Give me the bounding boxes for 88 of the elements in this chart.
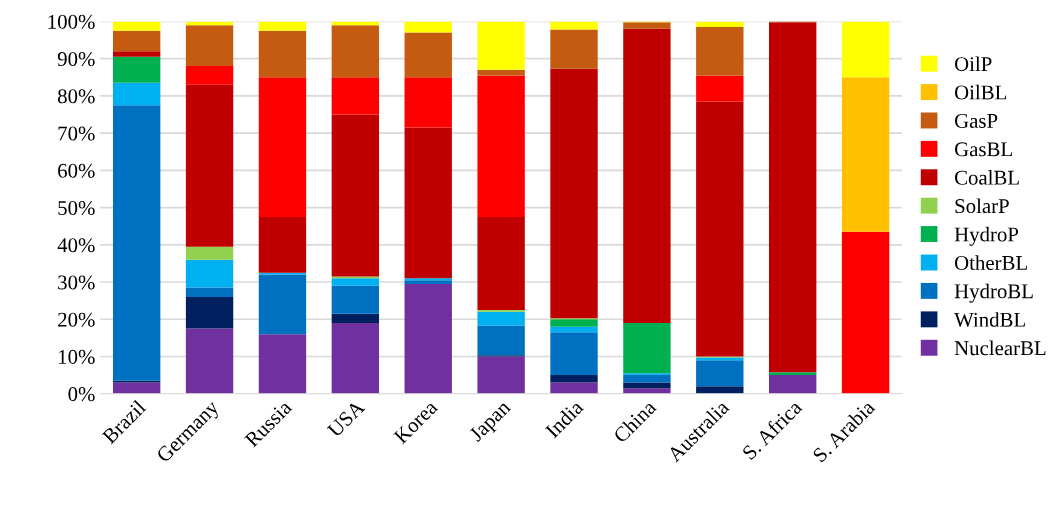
y-tick-label: 10% bbox=[59, 349, 95, 364]
bar bbox=[258, 274, 307, 335]
legend-label: GasP bbox=[954, 113, 998, 128]
bar bbox=[623, 322, 671, 374]
bar bbox=[550, 375, 598, 383]
legend-label: SolarP bbox=[955, 198, 1009, 214]
legend-label: OtherBL bbox=[954, 255, 1027, 270]
bar bbox=[404, 127, 452, 279]
legend-label: GasBL bbox=[954, 142, 1012, 157]
y-tick-label: 90% bbox=[57, 52, 95, 67]
bar bbox=[112, 105, 161, 381]
bar bbox=[404, 21, 452, 33]
bar bbox=[550, 319, 598, 327]
bar bbox=[258, 30, 307, 78]
bar bbox=[112, 56, 161, 83]
bar bbox=[331, 313, 380, 323]
bar bbox=[477, 311, 525, 326]
bar bbox=[331, 25, 380, 78]
y-tick-label: 40% bbox=[57, 238, 95, 253]
y-tick-label: 100% bbox=[48, 14, 95, 29]
bar bbox=[404, 32, 452, 78]
legend-label: NuclearBL bbox=[954, 340, 1046, 356]
bar bbox=[696, 101, 744, 357]
legend-label: OilBL bbox=[954, 84, 1007, 100]
bar bbox=[185, 84, 234, 247]
bar bbox=[112, 82, 161, 106]
bar bbox=[550, 29, 598, 69]
bar bbox=[550, 382, 598, 394]
bar bbox=[404, 77, 452, 128]
bar bbox=[623, 382, 671, 389]
legend-label: HydroP bbox=[954, 226, 1019, 246]
bar bbox=[477, 325, 525, 356]
bar bbox=[841, 77, 890, 232]
bar bbox=[477, 21, 525, 70]
y-tick-label: 0% bbox=[68, 387, 95, 402]
bar bbox=[185, 296, 234, 329]
bar bbox=[769, 22, 817, 373]
y-tick-label: 70% bbox=[58, 126, 95, 141]
x-tick-label: USA bbox=[326, 399, 366, 439]
legend-label: CoalBL bbox=[954, 170, 1019, 185]
bar bbox=[185, 25, 234, 67]
bar bbox=[841, 231, 890, 394]
bar bbox=[404, 283, 452, 394]
y-tick-label: 60% bbox=[58, 163, 95, 178]
bar bbox=[477, 69, 525, 76]
bar bbox=[623, 28, 671, 323]
bar bbox=[185, 66, 234, 85]
bar bbox=[112, 21, 161, 31]
bar bbox=[185, 287, 234, 297]
y-tick-label: 50% bbox=[58, 200, 95, 216]
bar bbox=[331, 114, 380, 277]
bar bbox=[623, 375, 671, 383]
bar bbox=[112, 51, 161, 57]
bar bbox=[331, 278, 380, 286]
bar bbox=[112, 30, 161, 52]
bar bbox=[550, 68, 598, 319]
bar bbox=[696, 360, 744, 387]
bar bbox=[258, 334, 307, 394]
bar bbox=[258, 216, 307, 273]
bar bbox=[769, 375, 817, 394]
x-tick-label: India bbox=[544, 398, 585, 439]
bar bbox=[185, 246, 234, 260]
bar bbox=[550, 326, 598, 333]
bar bbox=[331, 77, 380, 115]
bar bbox=[477, 75, 525, 217]
legend-label: WindBL bbox=[954, 312, 1025, 327]
bar bbox=[623, 22, 671, 29]
bar bbox=[696, 386, 744, 394]
bar bbox=[696, 75, 744, 102]
bar bbox=[258, 77, 307, 217]
y-tick-label: 20% bbox=[58, 312, 95, 327]
bar bbox=[477, 356, 525, 394]
bar bbox=[550, 21, 598, 30]
y-tick-label: 80% bbox=[57, 89, 95, 104]
bar bbox=[769, 372, 817, 376]
bar bbox=[258, 21, 307, 31]
bar bbox=[185, 328, 234, 394]
bar bbox=[477, 216, 525, 310]
bar bbox=[841, 21, 890, 78]
bar bbox=[331, 322, 380, 394]
bar bbox=[331, 285, 380, 314]
legend-label: OilP bbox=[954, 56, 992, 72]
y-tick-label: 30% bbox=[58, 275, 95, 290]
bar bbox=[185, 259, 234, 288]
bar bbox=[623, 388, 671, 394]
legend-label: HydroBL bbox=[954, 283, 1033, 303]
bar bbox=[550, 332, 598, 376]
bar bbox=[696, 27, 744, 76]
